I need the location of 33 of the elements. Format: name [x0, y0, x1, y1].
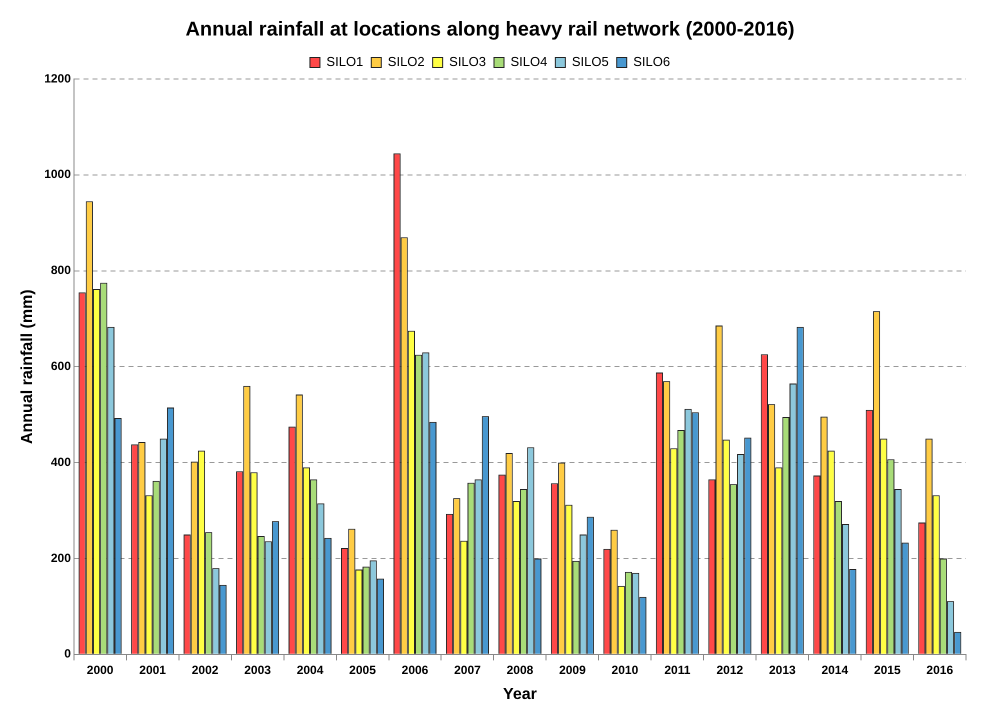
y-tick-label: 200: [50, 550, 72, 565]
y-tick-label: 0: [64, 646, 72, 661]
x-tick-label: 2007: [454, 662, 482, 677]
x-tick-label: 2000: [86, 662, 114, 677]
x-tick-label: 2010: [612, 662, 639, 677]
x-tick-label: 2015: [874, 662, 901, 677]
y-tick-label: 400: [50, 454, 72, 469]
x-axis-title: Year: [503, 686, 537, 703]
x-tick-label: 2005: [349, 662, 376, 677]
x-tick-label: 2011: [664, 662, 691, 677]
y-tick-label: 1000: [44, 167, 72, 182]
legend-label: SILO5: [572, 54, 609, 70]
legend-label: SILO4: [510, 54, 548, 70]
x-tick-label: 2008: [506, 662, 534, 677]
chart-title: Annual rainfall at locations along heavy rail network (2000-2016): [185, 18, 795, 41]
legend-label: SILO3: [449, 54, 486, 70]
x-tick-label: 2013: [768, 662, 796, 677]
y-tick-label: 800: [50, 263, 72, 278]
y-axis-title: Annual rainfall (mm): [19, 289, 36, 444]
x-tick-label: 2001: [139, 662, 166, 677]
x-tick-label: 2003: [244, 662, 272, 677]
x-tick-label: 2002: [192, 662, 219, 677]
x-tick-label: 2016: [926, 662, 954, 677]
legend-label: SILO6: [633, 54, 670, 70]
y-tick-label: 1200: [44, 71, 72, 86]
x-tick-label: 2014: [821, 662, 848, 677]
x-tick-label: 2012: [716, 662, 744, 677]
legend-label: SILO1: [326, 54, 364, 70]
legend-label: SILO2: [388, 54, 425, 70]
x-tick-label: 2009: [559, 662, 586, 677]
x-tick-label: 2006: [402, 662, 429, 677]
y-tick-label: 600: [50, 359, 72, 374]
x-tick-label: 2004: [296, 662, 324, 677]
